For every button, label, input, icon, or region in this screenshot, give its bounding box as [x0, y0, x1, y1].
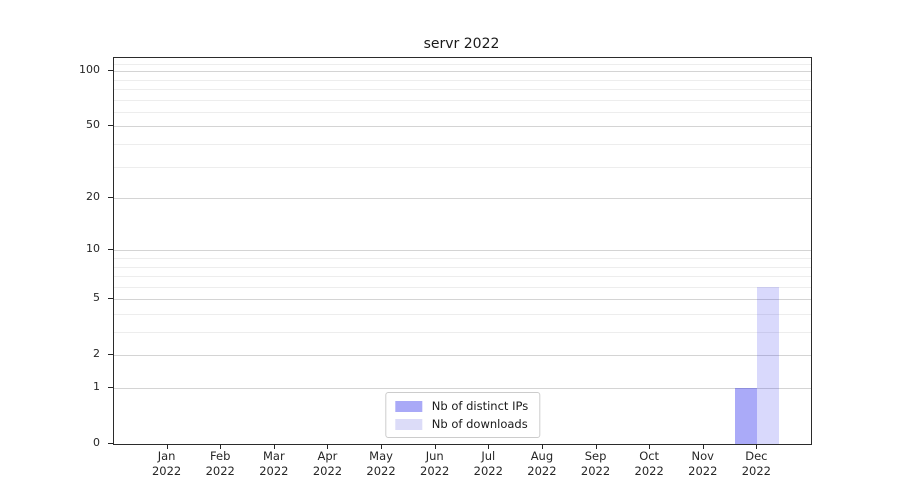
x-tick-label: Mar 2022	[259, 449, 289, 478]
x-tick-label: Feb 2022	[205, 449, 235, 478]
legend-swatch-distinct-ips-icon	[394, 400, 422, 412]
y-tick-mark	[108, 443, 113, 444]
x-tick-mark	[756, 444, 758, 449]
y-tick-label: 5	[93, 291, 100, 305]
y-tick-label: 100	[79, 63, 100, 77]
x-tick-label: Jun 2022	[420, 449, 450, 478]
gridline-minor	[114, 276, 811, 278]
x-tick-label: Aug 2022	[527, 449, 557, 478]
gridline-major	[114, 126, 811, 128]
gridline-minor	[114, 266, 811, 268]
x-tick-mark	[595, 444, 597, 449]
y-tick-label: 50	[86, 118, 100, 132]
y-tick-mark	[108, 70, 113, 72]
x-tick-mark	[541, 444, 543, 449]
bar-nb-of-distinct-ips	[735, 388, 758, 444]
x-tick-label: Oct 2022	[634, 449, 664, 478]
gridline-minor	[114, 63, 811, 65]
x-tick-label: Jan 2022	[151, 449, 182, 478]
y-tick-label: 0	[93, 436, 100, 449]
x-tick-mark	[702, 444, 704, 449]
gridline-minor	[114, 99, 811, 101]
bar-nb-of-downloads	[757, 286, 780, 444]
gridline-major	[114, 198, 811, 200]
x-tick-label: May 2022	[366, 449, 396, 478]
chart-title: servr 2022	[423, 36, 500, 52]
gridline-major	[114, 299, 811, 301]
legend-label-distinct-ips: Nb of distinct IPs	[431, 399, 529, 413]
x-tick-mark	[381, 444, 383, 449]
x-tick-label: Nov 2022	[688, 449, 718, 478]
gridline-minor	[114, 286, 811, 288]
y-tick-label: 2	[93, 347, 100, 361]
legend-item-downloads: Nb of downloads	[394, 417, 528, 431]
x-tick-mark	[166, 444, 168, 449]
legend-label-downloads: Nb of downloads	[431, 417, 528, 431]
gridline-minor	[114, 89, 811, 91]
gridline-minor	[114, 166, 811, 168]
gridline-major	[114, 71, 811, 73]
y-tick-label: 1	[93, 380, 100, 394]
y-tick-mark	[108, 354, 113, 356]
x-tick-label: Dec 2022	[741, 449, 772, 478]
legend-item-distinct-ips: Nb of distinct IPs	[394, 399, 529, 413]
gridline-minor	[114, 314, 811, 315]
x-tick-mark	[649, 444, 651, 449]
gridline-minor	[114, 144, 811, 146]
y-tick-mark	[108, 125, 113, 127]
x-tick-mark	[434, 444, 436, 449]
x-tick-label: Sep 2022	[580, 449, 611, 478]
gridline-minor	[114, 79, 811, 81]
gridline-major	[114, 250, 811, 252]
gridline-major	[114, 388, 811, 390]
y-tick-label: 20	[86, 190, 100, 204]
legend-swatch-downloads-icon	[394, 418, 422, 430]
y-tick-mark	[108, 298, 113, 300]
gridline-minor	[114, 258, 811, 260]
x-tick-label: Apr 2022	[312, 449, 343, 478]
legend: Nb of distinct IPs Nb of downloads	[384, 392, 541, 438]
y-tick-mark	[108, 249, 113, 251]
x-tick-label: Jul 2022	[473, 449, 503, 478]
gridline-minor	[114, 332, 811, 334]
y-tick-label: 10	[86, 242, 100, 256]
x-tick-mark	[220, 444, 222, 449]
gridline-major	[114, 355, 811, 357]
y-tick-mark	[108, 197, 113, 199]
y-tick-mark	[108, 387, 113, 389]
x-tick-mark	[488, 444, 490, 449]
plot-area: Nb of distinct IPs Nb of downloads	[113, 57, 812, 445]
gridline-minor	[114, 111, 811, 113]
x-tick-mark	[273, 444, 275, 449]
x-tick-mark	[327, 444, 329, 449]
